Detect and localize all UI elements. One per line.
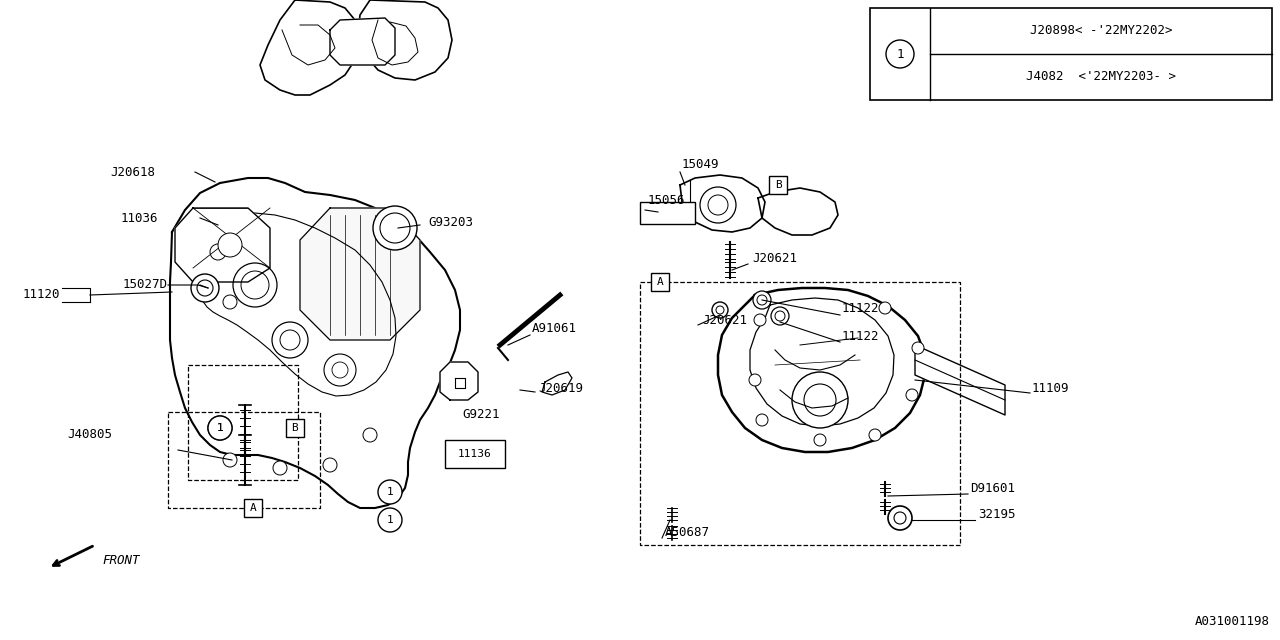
Text: FRONT: FRONT xyxy=(102,554,140,566)
Circle shape xyxy=(814,434,826,446)
Circle shape xyxy=(197,280,212,296)
Circle shape xyxy=(712,302,728,318)
Circle shape xyxy=(233,263,276,307)
Text: 1: 1 xyxy=(216,423,224,433)
Circle shape xyxy=(753,291,771,309)
Circle shape xyxy=(218,233,242,257)
Polygon shape xyxy=(750,298,893,426)
Circle shape xyxy=(241,271,269,299)
Text: J40805: J40805 xyxy=(67,429,113,442)
Polygon shape xyxy=(718,288,925,452)
Text: 1: 1 xyxy=(387,515,393,525)
Circle shape xyxy=(906,389,918,401)
Circle shape xyxy=(804,384,836,416)
Polygon shape xyxy=(300,208,420,340)
Text: 1: 1 xyxy=(216,423,224,433)
Text: J20621: J20621 xyxy=(701,314,748,326)
Polygon shape xyxy=(170,178,460,508)
Polygon shape xyxy=(440,362,477,400)
Circle shape xyxy=(708,195,728,215)
Circle shape xyxy=(754,314,765,326)
Circle shape xyxy=(756,295,767,305)
Circle shape xyxy=(792,372,849,428)
Circle shape xyxy=(223,295,237,309)
Text: A50687: A50687 xyxy=(666,525,710,538)
Circle shape xyxy=(207,416,232,440)
Text: J20618: J20618 xyxy=(110,166,155,179)
Circle shape xyxy=(364,428,378,442)
Circle shape xyxy=(207,416,232,440)
Text: A91061: A91061 xyxy=(532,321,577,335)
Bar xyxy=(870,8,1272,100)
Text: A: A xyxy=(250,503,256,513)
Text: 1: 1 xyxy=(387,487,393,497)
Circle shape xyxy=(756,414,768,426)
Circle shape xyxy=(911,342,924,354)
Polygon shape xyxy=(358,0,452,80)
Polygon shape xyxy=(330,18,396,65)
Bar xyxy=(244,499,262,517)
Text: 15027D: 15027D xyxy=(123,278,168,291)
Circle shape xyxy=(380,213,410,243)
Circle shape xyxy=(210,244,227,260)
Bar xyxy=(640,202,695,224)
Circle shape xyxy=(280,330,300,350)
Text: 11122: 11122 xyxy=(842,330,879,342)
Circle shape xyxy=(324,354,356,386)
Circle shape xyxy=(372,206,417,250)
Circle shape xyxy=(886,40,914,68)
Circle shape xyxy=(323,458,337,472)
Text: G93203: G93203 xyxy=(428,216,474,228)
Text: 11120: 11120 xyxy=(23,289,60,301)
Circle shape xyxy=(774,311,785,321)
Polygon shape xyxy=(541,372,572,395)
Bar xyxy=(285,419,305,437)
Polygon shape xyxy=(758,188,838,235)
Text: G9221: G9221 xyxy=(462,408,499,422)
Text: 32195: 32195 xyxy=(978,509,1015,522)
Text: 11136: 11136 xyxy=(458,449,492,459)
Circle shape xyxy=(869,429,881,441)
Text: B: B xyxy=(774,180,781,190)
Circle shape xyxy=(378,508,402,532)
Bar xyxy=(445,440,506,468)
Text: D91601: D91601 xyxy=(970,481,1015,495)
Text: 15056: 15056 xyxy=(648,193,686,207)
Text: 11122: 11122 xyxy=(842,301,879,314)
Circle shape xyxy=(888,506,911,530)
Text: 11036: 11036 xyxy=(120,211,157,225)
Text: J20619: J20619 xyxy=(538,381,582,394)
Polygon shape xyxy=(915,345,1005,415)
Text: 15049: 15049 xyxy=(682,159,719,172)
Text: B: B xyxy=(292,423,298,433)
Text: J4082  <'22MY2203- >: J4082 <'22MY2203- > xyxy=(1027,70,1176,83)
Text: 11109: 11109 xyxy=(1032,381,1070,394)
Circle shape xyxy=(273,322,308,358)
Circle shape xyxy=(700,187,736,223)
Circle shape xyxy=(378,480,402,504)
Bar xyxy=(769,176,787,194)
Circle shape xyxy=(749,374,762,386)
Polygon shape xyxy=(175,208,270,282)
Text: A: A xyxy=(657,277,663,287)
Bar xyxy=(652,273,669,291)
Circle shape xyxy=(191,274,219,302)
Circle shape xyxy=(879,302,891,314)
Text: J20898< -'22MY2202>: J20898< -'22MY2202> xyxy=(1029,24,1172,38)
Circle shape xyxy=(273,461,287,475)
Circle shape xyxy=(223,453,237,467)
Text: A031001198: A031001198 xyxy=(1196,615,1270,628)
Text: J20621: J20621 xyxy=(753,252,797,264)
Text: 1: 1 xyxy=(896,47,904,61)
Circle shape xyxy=(332,362,348,378)
Polygon shape xyxy=(260,0,360,95)
Circle shape xyxy=(716,306,724,314)
Circle shape xyxy=(893,512,906,524)
Polygon shape xyxy=(680,175,765,232)
Circle shape xyxy=(771,307,788,325)
